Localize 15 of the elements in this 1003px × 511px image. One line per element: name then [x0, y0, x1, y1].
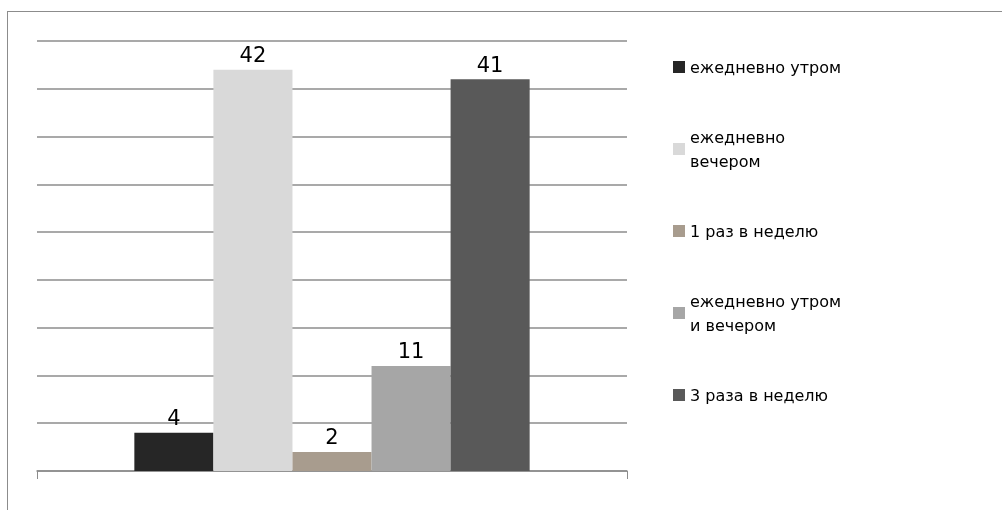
bar — [292, 451, 372, 471]
legend-label: ежедневно утром и вечером — [690, 291, 847, 335]
bar — [371, 365, 451, 471]
data-label: 41 — [476, 52, 504, 77]
data-label: 42 — [239, 43, 267, 68]
data-label: 2 — [325, 425, 339, 450]
bar — [134, 432, 214, 471]
legend-label: ежедневно вечером — [690, 127, 791, 171]
bar — [213, 69, 293, 471]
data-label: 4 — [167, 406, 181, 431]
legend-label: 1 раз в неделю — [690, 221, 819, 241]
legend-label: 3 раза в неделю — [690, 385, 829, 405]
data-label: 11 — [397, 339, 425, 364]
bar — [450, 79, 530, 471]
legend-label: ежедневно утром — [690, 57, 842, 77]
